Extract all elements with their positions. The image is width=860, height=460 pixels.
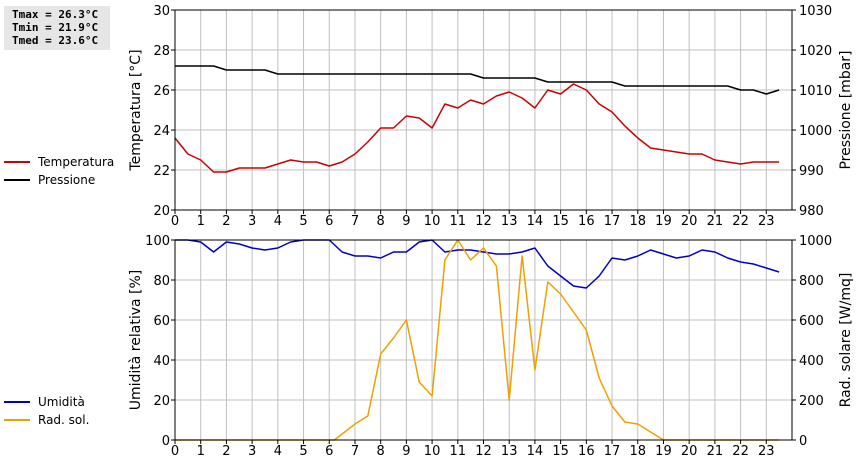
x-tick-label: 3 bbox=[248, 214, 256, 229]
y-tick-label-right: 200 bbox=[799, 394, 824, 409]
x-tick-label: 19 bbox=[655, 214, 672, 229]
legend-label: Pressione bbox=[38, 173, 96, 187]
x-tick-label: 0 bbox=[171, 444, 179, 459]
x-tick-label: 20 bbox=[681, 444, 698, 459]
x-tick-label: 17 bbox=[604, 444, 621, 459]
y-axis-title-left: Temperatura [°C] bbox=[128, 49, 144, 171]
x-tick-label: 6 bbox=[325, 444, 333, 459]
x-tick-label: 20 bbox=[681, 214, 698, 229]
x-tick-label: 12 bbox=[475, 214, 492, 229]
y-tick-label-right: 0 bbox=[799, 434, 807, 449]
y-tick-label-left: 22 bbox=[153, 164, 170, 179]
x-tick-label: 14 bbox=[527, 214, 544, 229]
y-tick-label-right: 1010 bbox=[799, 84, 832, 99]
y-axis-title-right: Pressione [mbar] bbox=[838, 50, 854, 169]
x-tick-label: 23 bbox=[758, 444, 775, 459]
x-tick-label: 8 bbox=[377, 444, 385, 459]
y-tick-label-left: 20 bbox=[153, 204, 170, 219]
series-line-temperatura bbox=[174, 83, 780, 173]
x-tick-label: 0 bbox=[171, 214, 179, 229]
x-tick-label: 17 bbox=[604, 214, 621, 229]
legend-swatch bbox=[4, 179, 30, 181]
x-tick-label: 13 bbox=[501, 444, 518, 459]
legend-bottom: Umidità Rad. sol. bbox=[4, 393, 89, 429]
tmin-label: Tmin = 21.9°C bbox=[12, 21, 99, 34]
x-tick-label: 21 bbox=[707, 444, 724, 459]
legend-item-umidita: Umidità bbox=[4, 393, 89, 411]
x-tick-label: 11 bbox=[450, 214, 467, 229]
x-tick-label: 18 bbox=[629, 214, 646, 229]
y-tick-label-left: 60 bbox=[153, 314, 170, 329]
y-axis-title-right: Rad. solare [W/mq] bbox=[838, 273, 854, 408]
y-tick-label-right: 990 bbox=[799, 164, 824, 179]
x-tick-label: 4 bbox=[274, 214, 282, 229]
legend-swatch bbox=[4, 401, 30, 403]
series-line-rad-sol bbox=[175, 239, 780, 441]
x-tick-label: 15 bbox=[552, 214, 569, 229]
x-tick-label: 11 bbox=[450, 444, 467, 459]
series-line-pressione bbox=[175, 65, 780, 95]
legend-top: Temperatura Pressione bbox=[4, 153, 114, 189]
y-tick-label-right: 1000 bbox=[799, 234, 832, 249]
x-tick-label: 14 bbox=[527, 444, 544, 459]
x-tick-label: 6 bbox=[325, 214, 333, 229]
y-tick-label-left: 28 bbox=[153, 44, 170, 59]
y-tick-label-right: 600 bbox=[799, 314, 824, 329]
x-tick-label: 21 bbox=[707, 214, 724, 229]
y-tick-label-left: 0 bbox=[162, 434, 170, 449]
x-tick-label: 9 bbox=[402, 214, 410, 229]
x-tick-label: 4 bbox=[274, 444, 282, 459]
x-tick-label: 7 bbox=[351, 214, 359, 229]
tmax-label: Tmax = 26.3°C bbox=[12, 8, 99, 21]
y-tick-label-left: 40 bbox=[153, 354, 170, 369]
y-tick-label-right: 1030 bbox=[799, 4, 832, 19]
x-tick-label: 10 bbox=[424, 214, 441, 229]
tmed-label: Tmed = 23.6°C bbox=[12, 34, 99, 47]
x-tick-label: 1 bbox=[197, 444, 205, 459]
legend-item-temperatura: Temperatura bbox=[4, 153, 114, 171]
x-tick-label: 12 bbox=[475, 444, 492, 459]
y-tick-label-left: 26 bbox=[153, 84, 170, 99]
stats-box: Tmax = 26.3°C Tmin = 21.9°C Tmed = 23.6°… bbox=[4, 6, 110, 50]
x-tick-label: 19 bbox=[655, 444, 672, 459]
y-tick-label-left: 80 bbox=[153, 274, 170, 289]
legend-swatch bbox=[4, 419, 30, 421]
y-tick-label-right: 1000 bbox=[799, 124, 832, 139]
x-tick-label: 7 bbox=[351, 444, 359, 459]
x-tick-label: 1 bbox=[197, 214, 205, 229]
x-tick-label: 10 bbox=[424, 444, 441, 459]
x-tick-label: 16 bbox=[578, 444, 595, 459]
x-tick-label: 18 bbox=[629, 444, 646, 459]
x-tick-label: 8 bbox=[377, 214, 385, 229]
legend-label: Temperatura bbox=[38, 155, 115, 169]
x-tick-label: 2 bbox=[222, 444, 230, 459]
x-tick-label: 22 bbox=[732, 444, 749, 459]
y-tick-label-right: 800 bbox=[799, 274, 824, 289]
x-tick-label: 3 bbox=[248, 444, 256, 459]
x-tick-label: 5 bbox=[299, 444, 307, 459]
x-tick-label: 13 bbox=[501, 214, 518, 229]
y-tick-label-right: 980 bbox=[799, 204, 824, 219]
legend-label: Umidità bbox=[38, 395, 85, 409]
legend-swatch bbox=[4, 161, 30, 163]
x-tick-label: 15 bbox=[552, 444, 569, 459]
legend-label: Rad. sol. bbox=[38, 413, 90, 427]
x-tick-label: 5 bbox=[299, 214, 307, 229]
x-tick-label: 22 bbox=[732, 214, 749, 229]
legend-item-pressione: Pressione bbox=[4, 171, 114, 189]
y-tick-label-right: 400 bbox=[799, 354, 824, 369]
series-line-umidit bbox=[175, 239, 780, 289]
x-tick-label: 2 bbox=[222, 214, 230, 229]
y-tick-label-right: 1020 bbox=[799, 44, 832, 59]
legend-item-rad-sol: Rad. sol. bbox=[4, 411, 89, 429]
x-tick-label: 9 bbox=[402, 444, 410, 459]
x-tick-label: 23 bbox=[758, 214, 775, 229]
y-axis-title-left: Umidità relativa [%] bbox=[128, 270, 144, 411]
y-tick-label-left: 20 bbox=[153, 394, 170, 409]
y-tick-label-left: 100 bbox=[145, 234, 170, 249]
y-tick-label-left: 24 bbox=[153, 124, 170, 139]
x-tick-label: 16 bbox=[578, 214, 595, 229]
y-tick-label-left: 30 bbox=[153, 4, 170, 19]
